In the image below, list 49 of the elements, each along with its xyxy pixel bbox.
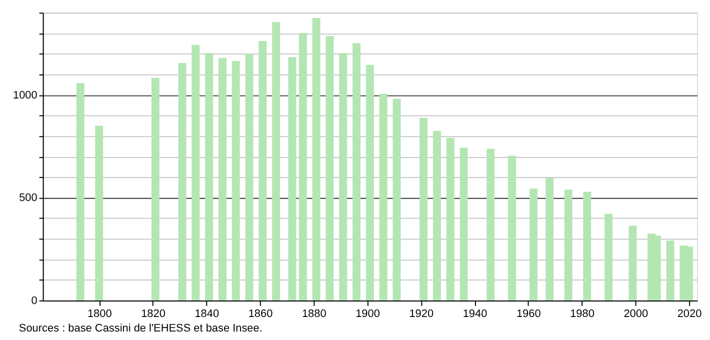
bar xyxy=(530,188,538,300)
x-tick-label: 2020 xyxy=(677,308,702,320)
x-tick-label: 1860 xyxy=(248,308,273,320)
bar xyxy=(420,118,428,300)
bar xyxy=(258,41,267,300)
bar xyxy=(583,192,592,300)
bar xyxy=(272,22,280,300)
bar xyxy=(218,58,226,300)
x-tick-label: 1800 xyxy=(87,308,112,320)
bar xyxy=(392,98,401,300)
x-tick-label: 1940 xyxy=(462,308,488,320)
bar xyxy=(446,138,454,300)
bar xyxy=(666,240,674,300)
bar xyxy=(508,156,516,300)
bar xyxy=(245,54,254,300)
bar xyxy=(432,130,441,300)
x-tick-label: 1820 xyxy=(141,308,166,320)
bar xyxy=(232,60,240,300)
bar xyxy=(95,126,104,300)
x-tick-label: 1840 xyxy=(194,308,220,320)
y-tick-label: 500 xyxy=(19,192,38,204)
bar xyxy=(564,190,572,300)
bar xyxy=(379,94,388,300)
bar xyxy=(326,36,334,300)
x-tick-label: 1980 xyxy=(570,308,594,320)
bar xyxy=(312,18,320,300)
bar xyxy=(460,148,468,300)
x-tick-label: 1900 xyxy=(356,308,380,320)
source-note: Sources : base Cassini de l'EHESS et base Insee. xyxy=(18,322,262,334)
bar xyxy=(604,214,613,300)
y-tick-label: 0 xyxy=(31,294,38,307)
y-tick-label: 1000 xyxy=(13,89,38,102)
bar xyxy=(628,226,637,300)
bar xyxy=(288,57,296,300)
bar xyxy=(205,52,214,300)
bar xyxy=(76,82,84,300)
bar xyxy=(192,44,200,300)
x-tick-label: 1960 xyxy=(516,308,541,320)
x-tick-label: 2000 xyxy=(624,308,648,320)
bar xyxy=(298,33,307,300)
bar xyxy=(178,63,186,300)
bar xyxy=(151,78,160,300)
bar xyxy=(546,178,554,300)
bar xyxy=(339,52,348,300)
bar xyxy=(352,43,361,300)
bar xyxy=(486,148,495,300)
bar xyxy=(366,64,374,300)
x-tick-label: 1920 xyxy=(409,308,434,320)
x-tick-label: 1880 xyxy=(302,308,326,320)
